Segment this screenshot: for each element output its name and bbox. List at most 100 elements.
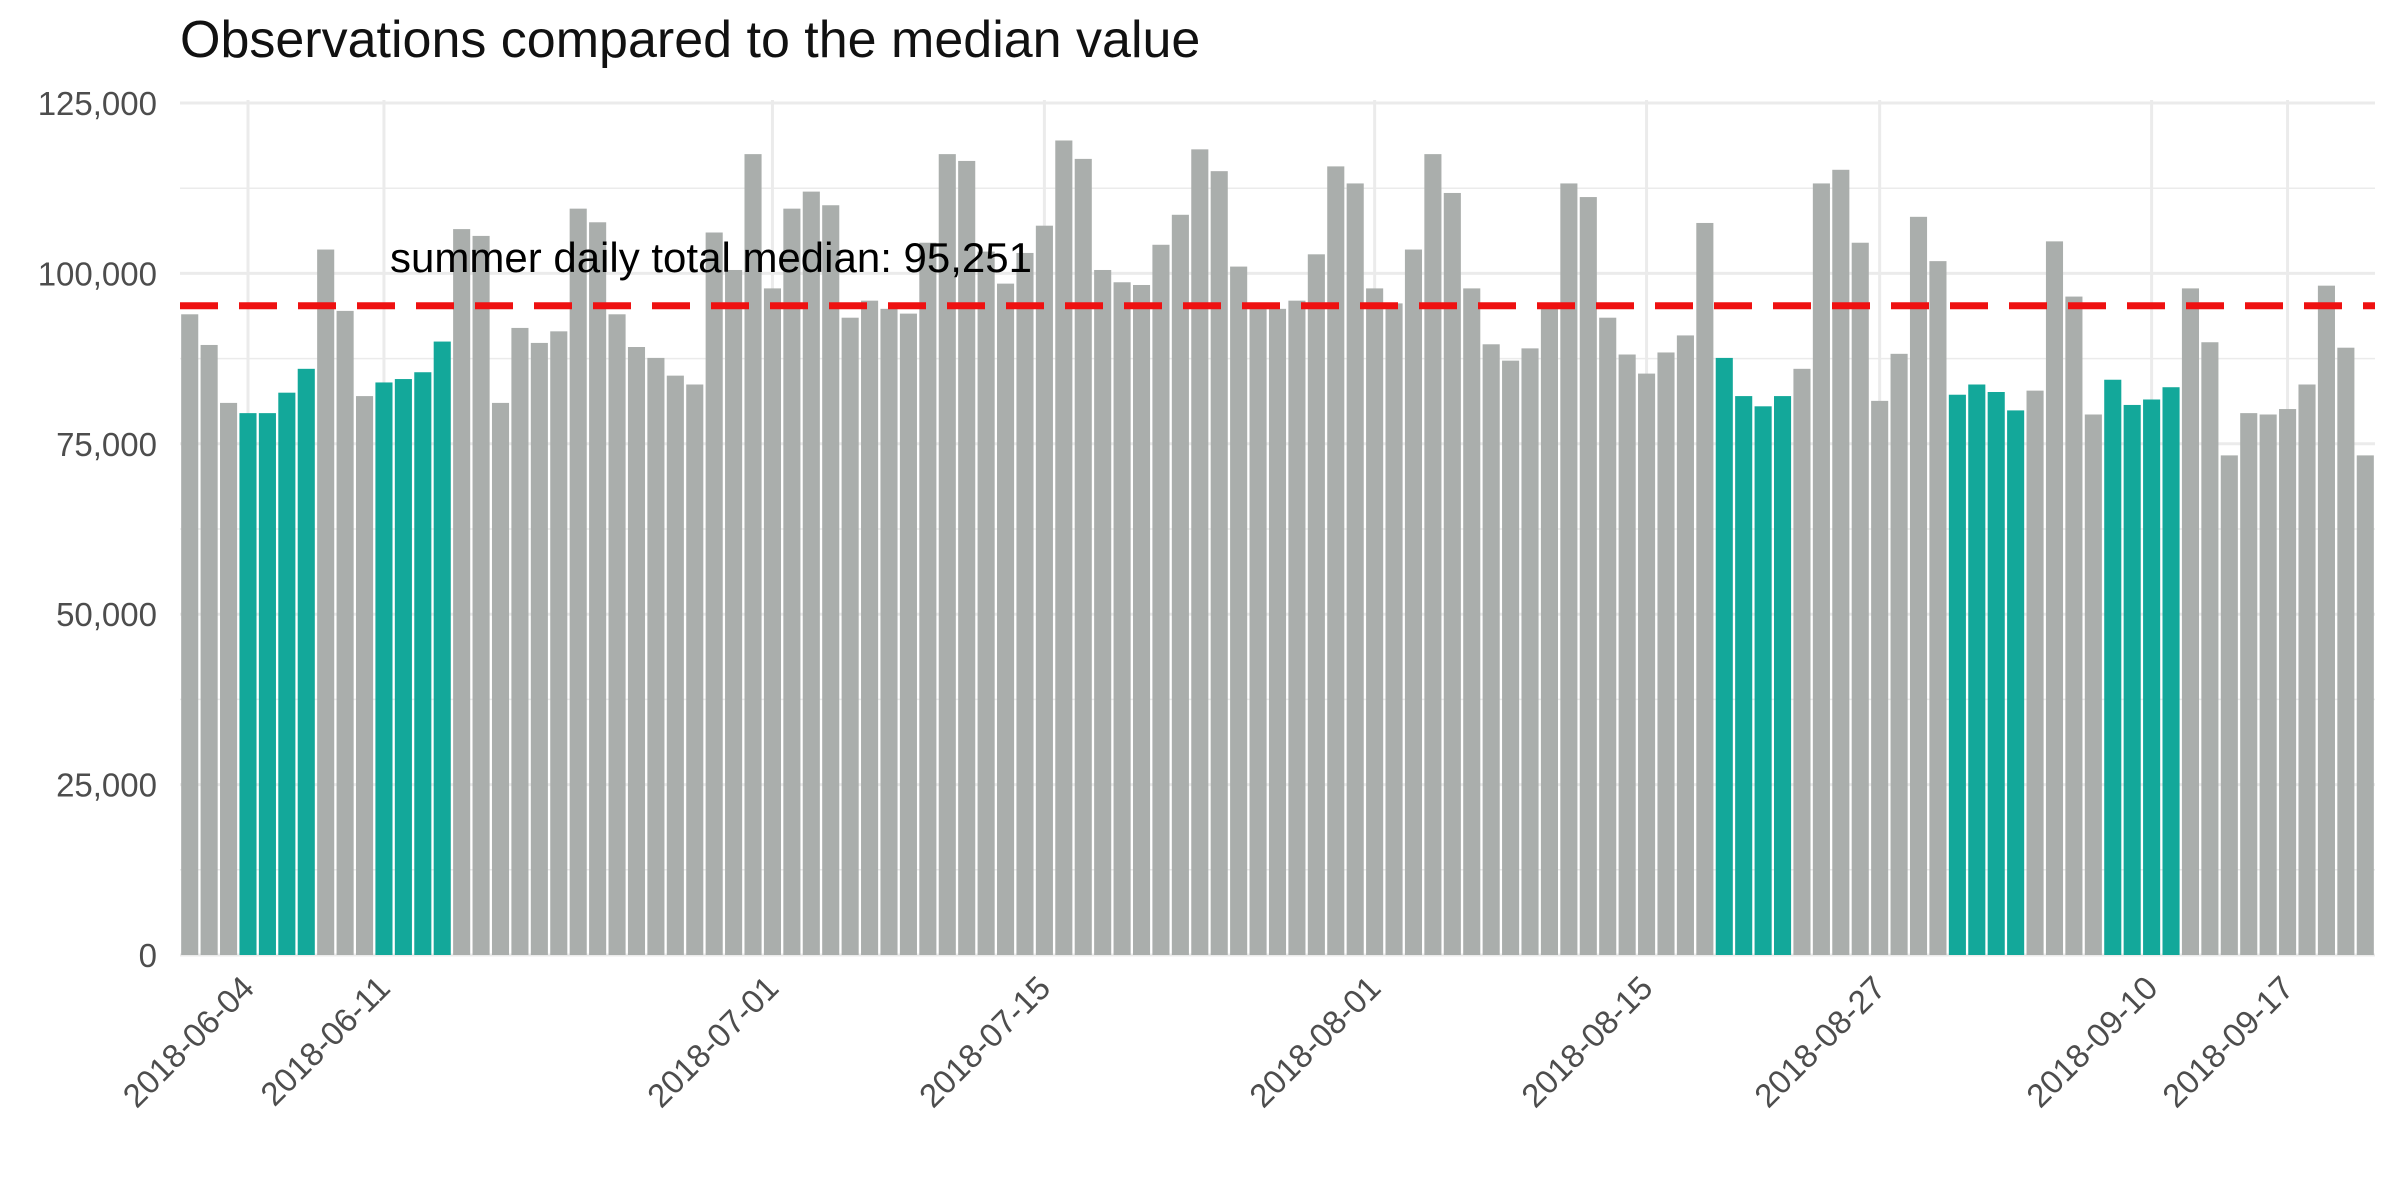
- bar: [2181, 288, 2200, 955]
- bar: [2220, 455, 2238, 955]
- bar: [1404, 249, 1423, 955]
- median-annotation: summer daily total median: 95,251: [390, 234, 1032, 281]
- bar: [1424, 154, 1442, 955]
- bar: [1502, 360, 1520, 956]
- bar: [1016, 252, 1034, 955]
- bar: [200, 344, 218, 955]
- bar: [453, 229, 471, 955]
- bar: [1560, 183, 1578, 955]
- bar: [1832, 169, 1850, 955]
- bar: [822, 205, 840, 956]
- highlighted-bar: [297, 368, 315, 956]
- bar: [2240, 413, 2258, 955]
- bar: [1890, 353, 1908, 955]
- y-tick-label: 25,000: [56, 767, 157, 804]
- bar: [1268, 308, 1287, 955]
- bar: [1696, 222, 1714, 955]
- bar: [1094, 269, 1112, 955]
- bar: [2026, 390, 2044, 955]
- x-tick-label: 2018-09-10: [2019, 969, 2165, 1115]
- bar: [2298, 384, 2316, 955]
- highlighted-bar: [2104, 379, 2122, 955]
- bar: [744, 154, 762, 955]
- bar: [725, 269, 743, 955]
- bar: [686, 384, 704, 955]
- bar: [1618, 354, 1636, 956]
- y-tick-label: 100,000: [38, 255, 157, 292]
- bar: [1599, 317, 1617, 956]
- highlighted-bar: [1773, 396, 1792, 955]
- x-tick-label: 2018-06-11: [253, 969, 397, 1113]
- x-tick-label: 2018-08-27: [1747, 969, 1893, 1115]
- bar: [1521, 348, 1539, 956]
- x-tick-label: 2018-09-17: [2155, 969, 2301, 1115]
- highlighted-bar: [433, 341, 451, 955]
- bar: [1249, 305, 1267, 956]
- highlighted-bar: [414, 372, 432, 955]
- highlighted-bar: [1987, 391, 2005, 955]
- bar: [1540, 304, 1558, 955]
- highlighted-bar: [1968, 384, 1986, 955]
- bar: [491, 402, 510, 955]
- y-tick-label: 50,000: [56, 596, 157, 633]
- highlighted-bar: [258, 413, 276, 955]
- bar: [1074, 158, 1092, 955]
- bar: [1929, 261, 1947, 955]
- bar: [511, 327, 529, 956]
- highlighted-bar: [2143, 399, 2161, 956]
- bar: [1638, 373, 1656, 955]
- x-tick-label: 2018-06-04: [115, 969, 261, 1115]
- bar: [880, 308, 898, 955]
- bar: [1327, 166, 1345, 955]
- y-tick-label: 125,000: [38, 85, 157, 122]
- bar: [1191, 149, 1209, 955]
- bar: [647, 357, 665, 955]
- highlighted-bar: [2162, 387, 2180, 956]
- highlighted-bar: [1715, 357, 1733, 955]
- bar: [569, 208, 587, 955]
- bar: [317, 249, 335, 955]
- bar: [2065, 296, 2083, 955]
- x-tick-label: 2018-07-15: [912, 969, 1058, 1115]
- bar: [1171, 214, 1189, 955]
- bar: [1132, 284, 1151, 956]
- highlighted-bar: [1948, 394, 1966, 955]
- bar: [899, 313, 917, 956]
- bar: [1152, 244, 1170, 955]
- bar: [336, 310, 354, 955]
- bar: [1657, 352, 1675, 956]
- highlighted-bar: [1754, 406, 1772, 955]
- bar: [1307, 254, 1325, 956]
- bar: [355, 396, 374, 955]
- bar: [1676, 335, 1694, 955]
- x-tick-label: 2018-08-01: [1242, 969, 1388, 1115]
- bar: [1482, 344, 1500, 956]
- bar: [627, 347, 646, 955]
- highlighted-bar: [278, 392, 296, 955]
- bar: [997, 283, 1015, 955]
- bar: [608, 314, 626, 955]
- x-tick-label: 2018-08-15: [1514, 969, 1660, 1115]
- highlighted-bar: [375, 382, 393, 955]
- bar: [1035, 225, 1053, 956]
- bar: [1909, 216, 1928, 955]
- highlighted-bar: [394, 379, 412, 956]
- bar: [1385, 303, 1403, 956]
- bar: [1579, 197, 1597, 956]
- highlighted-bar: [1735, 396, 1753, 955]
- bar: [1113, 282, 1131, 955]
- bar: [919, 242, 937, 955]
- bar: [220, 402, 238, 955]
- y-tick-label: 0: [139, 937, 157, 974]
- x-tick-label: 2018-07-01: [640, 969, 786, 1115]
- bar: [530, 342, 548, 955]
- highlighted-bar: [2123, 404, 2141, 955]
- bar: [1463, 288, 1481, 955]
- highlighted-bar: [2007, 410, 2025, 955]
- bar: [1288, 300, 1306, 955]
- bar: [181, 314, 199, 955]
- bar: [938, 154, 956, 955]
- bar: [2045, 241, 2064, 955]
- bar: [1346, 183, 1364, 955]
